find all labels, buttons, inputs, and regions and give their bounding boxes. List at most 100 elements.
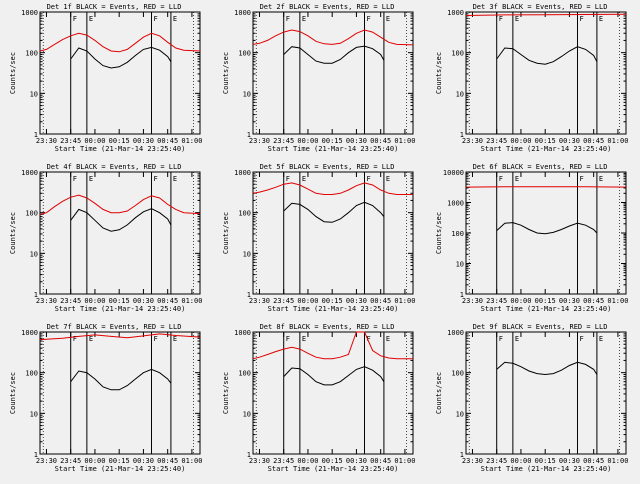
plot-frame [466, 12, 626, 134]
x-tick-label: 00:45 [370, 137, 391, 145]
x-tick-label: 23:30 [249, 457, 270, 465]
x-tick-label: 00:00 [84, 297, 105, 305]
marker-f: F [154, 15, 158, 23]
marker-f: F [286, 175, 290, 183]
x-tick-label: 00:30 [133, 297, 154, 305]
series-line-events [284, 46, 384, 63]
x-axis-label: Start Time (21-Mar-14 23:25:40) [55, 305, 186, 313]
y-axis-label: Counts/sec [435, 212, 443, 254]
x-tick-label: 00:00 [510, 137, 531, 145]
x-tick-label: 23:30 [36, 297, 57, 305]
chart-title: Det 2f BLACK = Events, RED = LLD [260, 3, 395, 11]
marker-f: F [367, 175, 371, 183]
marker-f: F [580, 175, 584, 183]
marker-f: F [286, 335, 290, 343]
y-tick-label: 10 [243, 250, 251, 258]
chart-panel: Det 3f BLACK = Events, RED = LLD11010010… [435, 3, 628, 153]
x-tick-label: 01:00 [394, 457, 415, 465]
marker-e: E [599, 175, 603, 183]
y-axis-label: Counts/sec [9, 52, 17, 94]
x-tick-label: 00:45 [370, 457, 391, 465]
x-tick-label: 00:15 [535, 297, 556, 305]
x-tick-label: 23:30 [249, 137, 270, 145]
marker-f: F [580, 15, 584, 23]
y-tick-label: 1000 [447, 9, 464, 17]
x-tick-label: 00:15 [322, 137, 343, 145]
plot-frame [40, 12, 200, 134]
y-axis-label: Counts/sec [222, 52, 230, 94]
y-tick-label: 10 [243, 410, 251, 418]
x-tick-label: 00:30 [346, 137, 367, 145]
x-tick-label: 00:30 [133, 457, 154, 465]
plot-frame [253, 172, 413, 294]
x-axis-label: Start Time (21-Mar-14 23:25:40) [481, 305, 612, 313]
x-tick-label: 00:30 [559, 297, 580, 305]
marker-e: E [173, 175, 177, 183]
y-axis-label: Counts/sec [9, 372, 17, 414]
marker-f: F [499, 335, 503, 343]
y-tick-label: 1000 [234, 329, 251, 337]
plot-frame [40, 172, 200, 294]
y-tick-label: 100 [25, 50, 38, 58]
y-tick-label: 100 [451, 230, 464, 238]
plot-frame [466, 172, 626, 294]
x-tick-label: 01:00 [607, 297, 628, 305]
marker-e: E [89, 335, 93, 343]
x-tick-label: 00:45 [157, 137, 178, 145]
x-axis-label: Start Time (21-Mar-14 23:25:40) [481, 145, 612, 153]
y-tick-label: 1000 [21, 169, 38, 177]
plot-frame [253, 332, 413, 454]
y-axis-label: Counts/sec [222, 372, 230, 414]
x-tick-label: 00:15 [535, 137, 556, 145]
x-tick-label: 01:00 [181, 457, 202, 465]
y-tick-label: 100 [238, 370, 251, 378]
series-line-events [284, 367, 384, 385]
x-tick-label: 01:00 [607, 457, 628, 465]
x-tick-label: 23:45 [273, 137, 294, 145]
x-tick-label: 23:30 [36, 137, 57, 145]
plot-frame [466, 332, 626, 454]
marker-e: E [173, 15, 177, 23]
y-tick-label: 100 [25, 370, 38, 378]
marker-e: E [515, 335, 519, 343]
y-axis-label: Counts/sec [435, 52, 443, 94]
chart-panel: Det 8f BLACK = Events, RED = LLD11010010… [222, 323, 415, 473]
x-tick-label: 01:00 [181, 137, 202, 145]
y-tick-label: 10 [243, 90, 251, 98]
x-axis-label: Start Time (21-Mar-14 23:25:40) [268, 305, 399, 313]
marker-e: E [515, 15, 519, 23]
x-tick-label: 00:30 [346, 297, 367, 305]
marker-e: E [386, 335, 390, 343]
marker-e: E [302, 15, 306, 23]
x-tick-label: 23:45 [486, 137, 507, 145]
y-tick-label: 1000 [21, 329, 38, 337]
x-tick-label: 00:00 [510, 297, 531, 305]
x-tick-label: 23:45 [60, 297, 81, 305]
x-tick-label: 00:00 [84, 137, 105, 145]
y-tick-label: 10000 [443, 169, 464, 177]
x-tick-label: 00:30 [346, 457, 367, 465]
chart-panel: Det 6f BLACK = Events, RED = LLD11010010… [435, 163, 628, 313]
series-line-lld [253, 30, 413, 45]
x-tick-label: 01:00 [394, 137, 415, 145]
marker-e: E [302, 335, 306, 343]
x-tick-label: 23:30 [462, 137, 483, 145]
y-tick-label: 10 [30, 410, 38, 418]
y-tick-label: 1000 [447, 200, 464, 208]
x-tick-label: 23:30 [462, 457, 483, 465]
series-line-lld [40, 195, 200, 214]
x-tick-label: 23:45 [273, 297, 294, 305]
series-line-events [497, 223, 597, 234]
x-axis-label: Start Time (21-Mar-14 23:25:40) [55, 145, 186, 153]
marker-e: E [386, 175, 390, 183]
chart-panel: Det 9f BLACK = Events, RED = LLD11010010… [435, 323, 628, 473]
series-line-events [497, 47, 597, 64]
chart-title: Det 1f BLACK = Events, RED = LLD [47, 3, 182, 11]
x-axis-label: Start Time (21-Mar-14 23:25:40) [481, 465, 612, 473]
chart-title: Det 5f BLACK = Events, RED = LLD [260, 163, 395, 171]
marker-e: E [89, 15, 93, 23]
marker-f: F [367, 15, 371, 23]
marker-e: E [89, 175, 93, 183]
marker-e: E [515, 175, 519, 183]
